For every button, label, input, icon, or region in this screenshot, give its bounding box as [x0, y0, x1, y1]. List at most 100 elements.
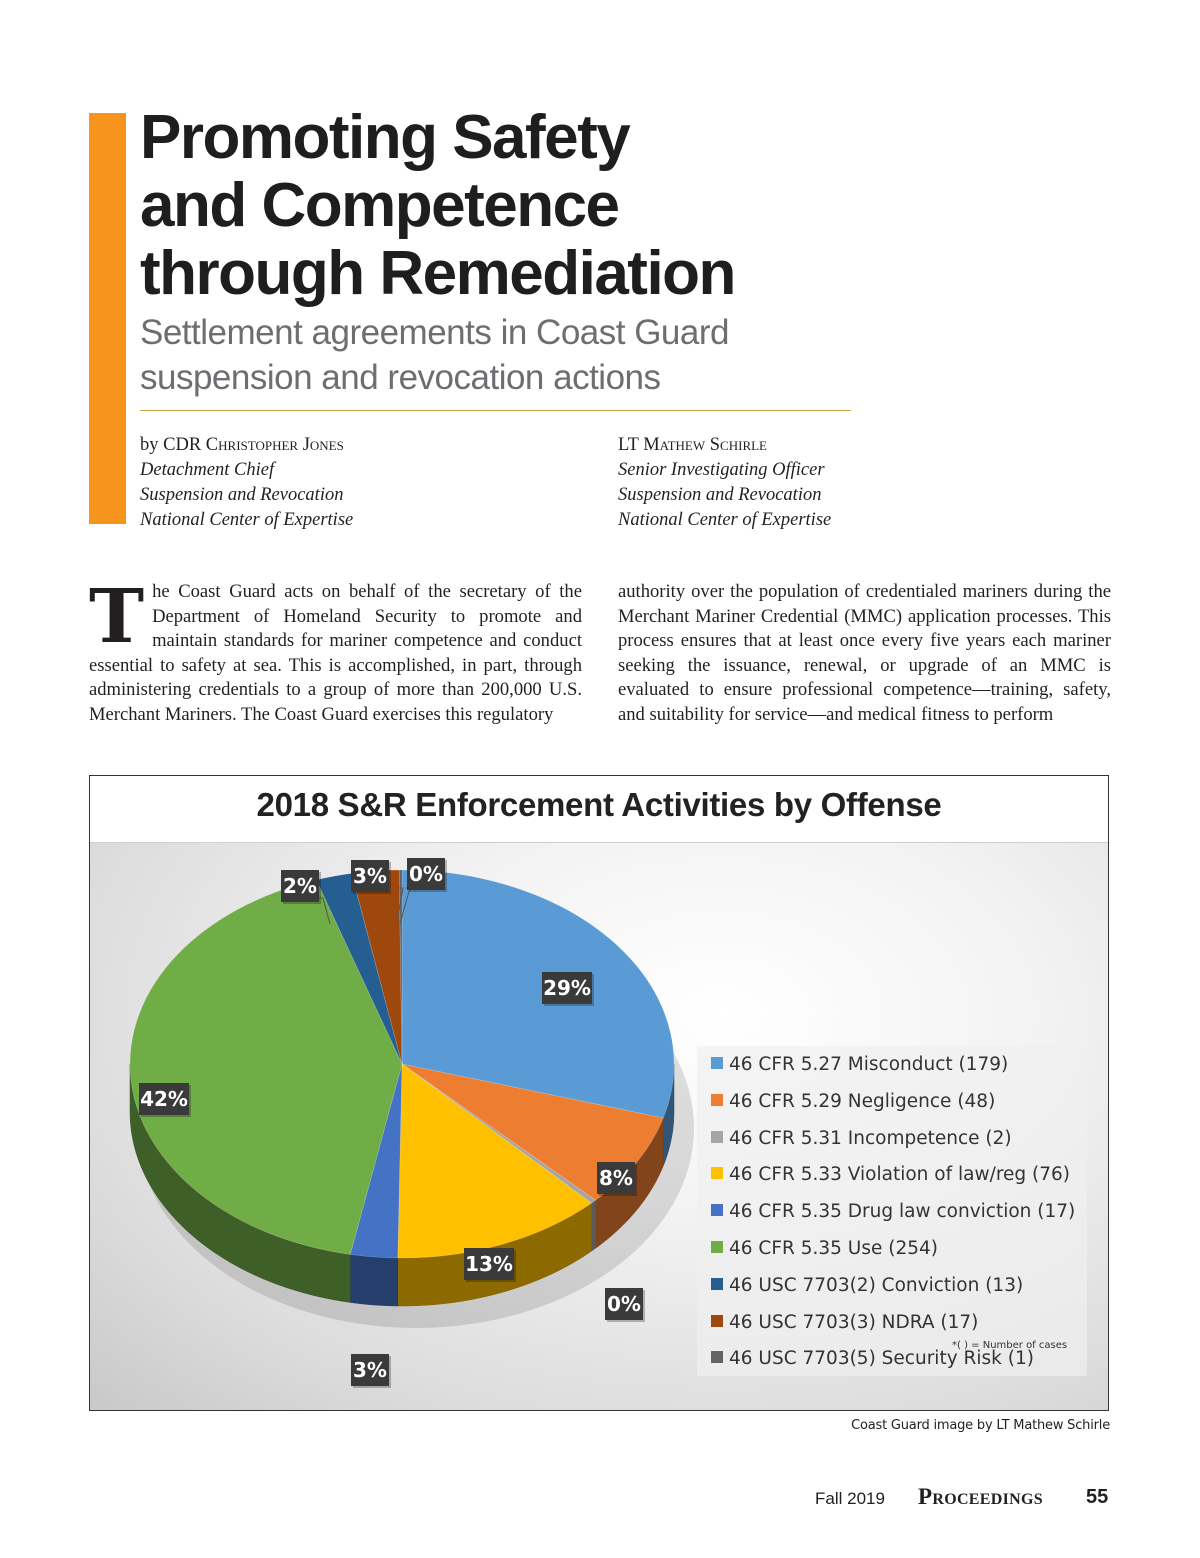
- data-label: 13%: [464, 1248, 516, 1282]
- data-label: 0%: [407, 858, 447, 892]
- data-label-text: 29%: [543, 976, 591, 1000]
- article-subtitle: Settlement agreements in Coast Guard sus…: [140, 310, 860, 400]
- author-role: Detachment Chief: [140, 460, 275, 480]
- legend-item: 46 CFR 5.29 Negligence (48): [711, 1091, 995, 1112]
- author-byline: by CDR Christopher Jones Detachment Chie…: [140, 433, 353, 533]
- legend-item: 46 CFR 5.33 Violation of law/reg (76): [711, 1164, 1070, 1185]
- legend-swatch: [711, 1093, 723, 1106]
- data-label-text: 13%: [465, 1252, 513, 1276]
- data-label-text: 3%: [353, 1358, 387, 1382]
- data-label: 42%: [139, 1083, 191, 1117]
- chart-panel: 29% 8% 0% 13% 3% 42% 2% 3% 0% 46 CFR 5.27 Miscon…: [90, 842, 1108, 1410]
- page-number: 55: [1086, 1486, 1109, 1508]
- chart-legend: 46 CFR 5.27 Misconduct (179) 46 CFR 5.29 …: [697, 1046, 1087, 1376]
- legend-swatch: [711, 1241, 723, 1253]
- legend-item: 46 USC 7703(3) NDRA (17): [711, 1312, 978, 1333]
- pie-slice: [401, 869, 675, 1119]
- legend-swatch: [711, 1130, 723, 1143]
- legend-label: 46 CFR 5.35 Drug law conviction (17): [729, 1201, 1076, 1223]
- accent-bar: [89, 113, 126, 524]
- data-label-box: [351, 1354, 389, 1386]
- leader-line: [319, 897, 331, 925]
- legend-swatch: [711, 1057, 723, 1069]
- legend-swatch: [711, 1167, 723, 1180]
- legend-note: *( ) = Number of cases: [952, 1340, 1068, 1351]
- legend-swatch: [711, 1314, 723, 1327]
- pie-slice: [129, 879, 403, 1255]
- author-byline: LT Mathew Schirle Senior Investigating O…: [618, 433, 831, 533]
- data-label-text: 0%: [607, 1292, 641, 1316]
- pie-slice: [397, 1063, 593, 1259]
- leader-line: [396, 887, 404, 924]
- drop-cap: T: [89, 574, 145, 660]
- data-label-text: 8%: [599, 1166, 633, 1190]
- pie-slice: [349, 1063, 403, 1259]
- data-label: 8%: [597, 1162, 637, 1196]
- legend-label: 46 USC 7703(2) Conviction (13): [729, 1274, 1024, 1296]
- pie-chart: 29% 8% 0% 13% 3% 42% 2% 3% 0%: [129, 858, 694, 1388]
- data-label-box: [351, 860, 389, 892]
- data-label-box: [281, 870, 319, 902]
- title-line: through Remediation: [140, 239, 736, 308]
- legend-label: 46 CFR 5.35 Use (254): [729, 1238, 938, 1259]
- data-label: 2%: [281, 870, 321, 904]
- author-role: Senior Investigating Officer: [618, 460, 825, 480]
- author-role: Suspension and Revocation: [618, 485, 822, 505]
- data-label-text: 42%: [140, 1087, 188, 1111]
- pie-slice: [401, 1063, 597, 1204]
- footer-issue: Fall 2019: [815, 1489, 885, 1508]
- article-title: Promoting Safety and Competence through …: [140, 104, 860, 308]
- body-text: authority over the population of credent…: [618, 581, 1111, 725]
- data-label-box: [542, 972, 592, 1004]
- author-name: by CDR Christopher Jones: [140, 433, 353, 458]
- footer-magazine: Proceedings: [918, 1484, 1043, 1509]
- data-label-text: 0%: [409, 862, 443, 886]
- data-label-text: 2%: [283, 874, 317, 898]
- subtitle-line: Settlement agreements in Coast Guard: [140, 313, 729, 352]
- legend-label: 46 CFR 5.31 Incompetence (2): [729, 1127, 1012, 1149]
- author-name-text: Mathew Schirle: [643, 435, 767, 455]
- data-label: 29%: [542, 972, 594, 1006]
- data-label-box: [605, 1288, 643, 1320]
- legend-label: 46 CFR 5.27 Misconduct (179): [729, 1054, 1009, 1075]
- data-label: 0%: [605, 1288, 645, 1322]
- title-divider: [140, 410, 851, 411]
- legend-label: 46 USC 7703(5) Security Risk (1): [729, 1348, 1034, 1370]
- legend-label: 46 CFR 5.29 Negligence (48): [729, 1090, 996, 1112]
- legend-item: 46 CFR 5.27 Misconduct (179): [711, 1054, 1008, 1075]
- pie-side-wall: [349, 1254, 399, 1307]
- data-label-box: [464, 1248, 514, 1280]
- chart-figure: 2018 S&R Enforcement Activities by Offen…: [89, 775, 1109, 1411]
- data-label-text: 3%: [353, 864, 387, 888]
- author-prefix: by CDR: [140, 435, 206, 455]
- legend-swatch: [711, 1277, 723, 1290]
- pie-side-wall: [591, 1199, 596, 1252]
- legend-item: 46 USC 7703(2) Conviction (13): [711, 1275, 1023, 1296]
- author-role: Suspension and Revocation: [140, 485, 344, 505]
- legend-item: 46 CFR 5.35 Drug law conviction (17): [711, 1201, 1075, 1222]
- legend-label: 46 USC 7703(3) NDRA (17): [729, 1311, 979, 1333]
- pie-slices: [129, 869, 675, 1259]
- legend-swatch: [711, 1204, 723, 1217]
- data-label-box: [139, 1083, 189, 1115]
- body-text: he Coast Guard acts on behalf of the sec…: [89, 581, 582, 725]
- legend-swatch: [711, 1351, 723, 1364]
- subtitle-line: suspension and revocation actions: [140, 358, 661, 397]
- author-role: National Center of Expertise: [140, 510, 354, 530]
- chart-title: 2018 S&R Enforcement Activities by Offen…: [256, 786, 942, 823]
- legend-item: 46 USC 7703(5) Security Risk (1): [711, 1348, 1034, 1369]
- author-prefix: LT: [618, 435, 644, 455]
- body-column-right: authority over the population of credent…: [618, 580, 1111, 728]
- legend-item: 46 CFR 5.35 Use (254): [711, 1238, 938, 1259]
- data-label-box: [597, 1162, 635, 1194]
- title-line: Promoting Safety: [140, 103, 631, 172]
- author-name-text: Christopher Jones: [205, 435, 344, 455]
- title-line: and Competence: [140, 171, 620, 240]
- data-label: 3%: [351, 1354, 391, 1388]
- author-role: National Center of Expertise: [618, 510, 832, 530]
- data-label-box: [407, 858, 445, 890]
- author-name: LT Mathew Schirle: [618, 433, 831, 458]
- legend-label: 46 CFR 5.33 Violation of law/reg (76): [729, 1164, 1071, 1186]
- data-label: 3%: [351, 860, 391, 894]
